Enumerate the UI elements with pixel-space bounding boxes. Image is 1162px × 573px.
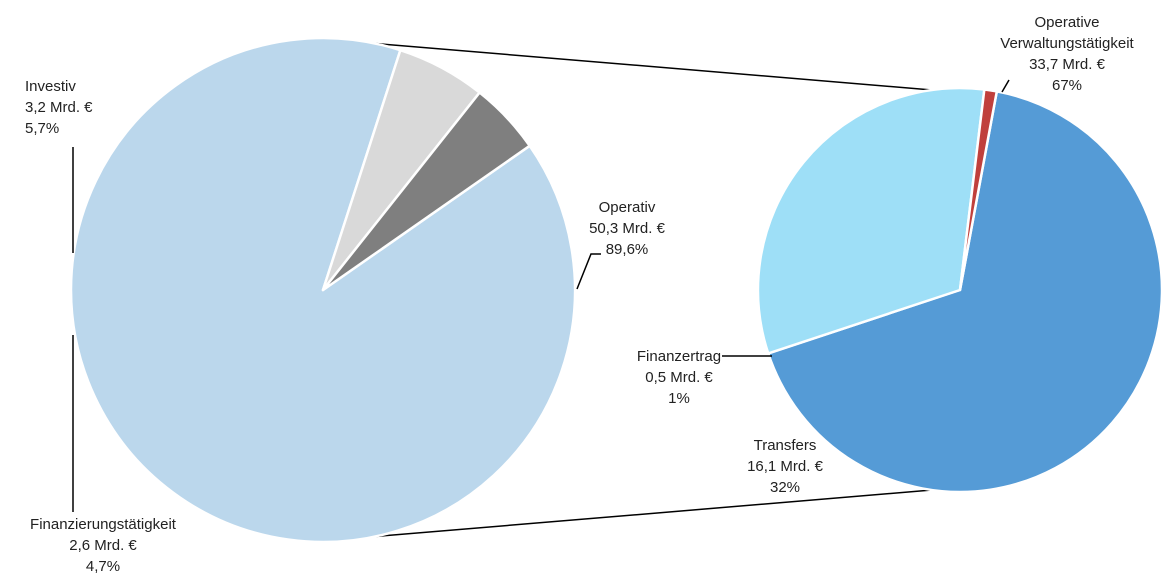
- label-operative-verwaltungstaetigkeit-line-4: 67%: [1052, 77, 1082, 94]
- label-operative-verwaltungstaetigkeit-line-1: Operative: [1034, 14, 1099, 31]
- label-investiv-line-2: 3,2 Mrd. €: [25, 99, 93, 116]
- label-finanzierungstaetigkeit: Finanzierungstätigkeit 2,6 Mrd. € 4,7%: [30, 516, 177, 573]
- label-transfers-line-1: Transfers: [754, 437, 817, 454]
- breakdown-slice-transfers: [756, 86, 986, 355]
- label-transfers-line-3: 32%: [770, 479, 800, 496]
- label-operativ: Operativ 50,3 Mrd. € 89,6%: [589, 199, 666, 258]
- breakdown-slice-operative-verwaltungstaetigkeit: [766, 90, 1162, 494]
- data-labels: Investiv 3,2 Mrd. € 5,7% Finanzierungstätig…: [25, 14, 1135, 573]
- main-pie: [69, 36, 577, 544]
- leader-lines: [72, 79, 1010, 512]
- breakdown-slice-finanzertrag: [958, 88, 999, 292]
- main-slice-finanzierungstaetigkeit: [321, 91, 531, 292]
- label-operativ-line-1: Operativ: [599, 199, 656, 216]
- label-finanzertrag-line-2: 0,5 Mrd. €: [645, 369, 713, 386]
- connector-line-bottom: [375, 489, 932, 538]
- label-operativ-line-3: 89,6%: [606, 241, 649, 258]
- label-finanzierungstaetigkeit-line-3: 4,7%: [86, 558, 120, 573]
- label-transfers: Transfers 16,1 Mrd. € 32%: [747, 437, 824, 496]
- label-operative-verwaltungstaetigkeit-line-3: 33,7 Mrd. €: [1029, 56, 1106, 73]
- connector-line-top: [375, 42, 932, 91]
- label-finanzertrag: Finanzertrag 0,5 Mrd. € 1%: [637, 348, 721, 407]
- label-operative-verwaltungstaetigkeit: Operative Verwaltungstätigkeit 33,7 Mrd. €…: [1000, 14, 1134, 94]
- label-operative-verwaltungstaetigkeit-line-2: Verwaltungstätigkeit: [1000, 35, 1134, 52]
- leader-operative-verwaltungstaetigkeit: [1001, 79, 1010, 93]
- label-investiv-line-1: Investiv: [25, 78, 76, 95]
- label-finanzertrag-line-1: Finanzertrag: [637, 348, 721, 365]
- breakdown-pie: [756, 86, 1162, 494]
- label-investiv-line-3: 5,7%: [25, 120, 59, 137]
- label-finanzierungstaetigkeit-line-2: 2,6 Mrd. €: [69, 537, 137, 554]
- connector-lines: [375, 42, 932, 538]
- label-transfers-line-2: 16,1 Mrd. €: [747, 458, 824, 475]
- label-investiv: Investiv 3,2 Mrd. € 5,7%: [25, 78, 93, 137]
- label-finanzierungstaetigkeit-line-1: Finanzierungstätigkeit: [30, 516, 177, 533]
- leader-operativ: [576, 253, 601, 290]
- label-operativ-line-2: 50,3 Mrd. €: [589, 220, 666, 237]
- label-finanzertrag-line-3: 1%: [668, 390, 690, 407]
